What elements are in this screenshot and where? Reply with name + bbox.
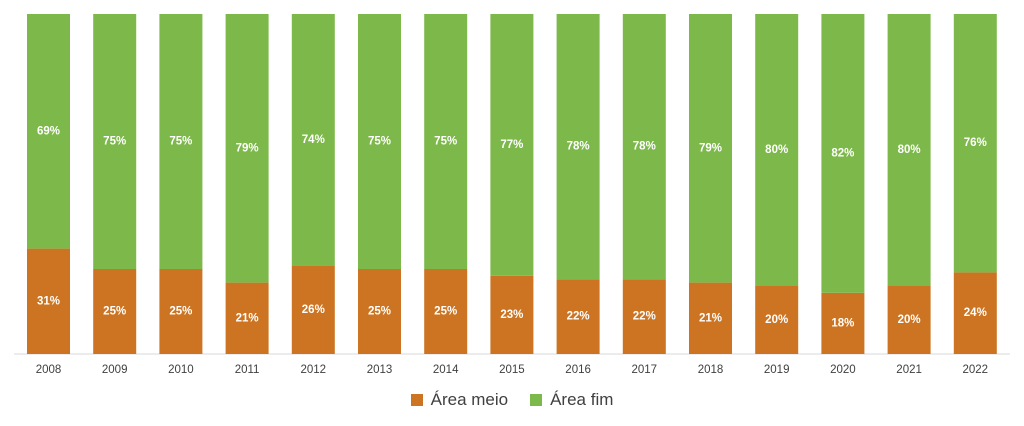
bar-area-meio-2012: [291, 265, 335, 354]
bar-area-meio-2010: [159, 269, 203, 354]
bar-area-meio-2009: [93, 269, 137, 354]
bar-area-meio-2019: [755, 286, 799, 354]
x-tick-2010: 2010: [168, 364, 194, 376]
bar-area-fim-2015: [490, 14, 534, 276]
data-label-area-fim-2022: 76%: [964, 137, 987, 149]
data-label-area-meio-2013: 25%: [368, 306, 391, 318]
bar-area-meio-2016: [556, 279, 600, 354]
x-tick-2019: 2019: [764, 364, 790, 376]
bar-area-meio-2021: [887, 286, 931, 354]
bar-area-fim-2020: [821, 14, 865, 293]
data-label-area-fim-2010: 75%: [169, 136, 192, 148]
data-label-area-fim-2018: 79%: [699, 142, 722, 154]
bar-area-fim-2008: [27, 14, 70, 249]
bar-area-fim-2022: [953, 14, 997, 273]
bar-area-meio-2014: [424, 269, 468, 354]
data-label-area-meio-2008: 31%: [37, 295, 60, 307]
data-label-area-meio-2020: 18%: [831, 317, 854, 329]
data-label-area-fim-2016: 78%: [567, 141, 590, 153]
bar-area-meio-2013: [358, 269, 401, 354]
x-tick-2018: 2018: [698, 364, 724, 376]
bar-area-fim-2019: [755, 14, 799, 286]
data-label-area-meio-2012: 26%: [302, 304, 325, 316]
data-label-area-meio-2010: 25%: [169, 306, 192, 318]
x-tick-2013: 2013: [367, 364, 393, 376]
legend-swatch-area-fim: [530, 394, 543, 406]
x-tick-labels: 2008 2009 2010 2011 2012 2013 2014 2015 2016 2017…: [36, 364, 988, 376]
data-label-area-fim-2009: 75%: [103, 136, 126, 148]
x-tick-2022: 2022: [963, 364, 989, 376]
data-label-area-fim-2008: 69%: [37, 125, 60, 137]
bar-area-meio-2020: [821, 292, 865, 354]
bar-area-fim-2011: [225, 14, 269, 283]
data-label-area-meio-2021: 20%: [898, 314, 921, 326]
x-tick-2017: 2017: [632, 364, 658, 376]
bar-area-meio-2015: [490, 275, 534, 354]
data-label-area-meio-2022: 24%: [964, 307, 987, 319]
x-tick-2012: 2012: [301, 364, 327, 376]
x-tick-2021: 2021: [896, 364, 922, 376]
data-label-area-meio-2015: 23%: [500, 309, 523, 321]
data-label-area-meio-2011: 21%: [236, 312, 259, 324]
data-label-area-meio-2016: 22%: [567, 311, 590, 323]
data-label-area-fim-2014: 75%: [434, 136, 457, 148]
x-tick-2009: 2009: [102, 364, 128, 376]
x-tick-2011: 2011: [235, 364, 260, 376]
bar-area-fim-2018: [689, 14, 732, 283]
data-label-area-fim-2019: 80%: [765, 144, 788, 156]
bars-group: 31% 69% 25% 75% 25% 75% 21% 79% 26% 74% 25% 75% 25% 7…: [27, 14, 997, 354]
data-label-area-fim-2011: 79%: [236, 142, 259, 154]
legend-item-area-meio: Área meio: [410, 390, 509, 410]
bar-area-fim-2021: [887, 14, 931, 286]
legend: Área meio Área fim: [0, 390, 1024, 410]
data-label-area-fim-2021: 80%: [898, 144, 921, 156]
data-label-area-fim-2013: 75%: [368, 136, 391, 148]
data-label-area-meio-2019: 20%: [765, 314, 788, 326]
data-label-area-meio-2009: 25%: [103, 306, 126, 318]
bar-area-meio-2017: [622, 279, 666, 354]
bar-area-fim-2016: [556, 14, 600, 280]
data-label-area-fim-2020: 82%: [831, 147, 854, 159]
bar-area-meio-2022: [953, 272, 997, 354]
legend-swatch-area-meio: [410, 394, 423, 406]
data-label-area-meio-2014: 25%: [434, 306, 457, 318]
data-label-area-meio-2017: 22%: [633, 311, 656, 323]
data-label-area-fim-2017: 78%: [633, 141, 656, 153]
bar-area-meio-2018: [689, 282, 732, 354]
data-label-area-fim-2012: 74%: [302, 134, 325, 146]
x-tick-2008: 2008: [36, 364, 62, 376]
legend-label-area-fim: Área fim: [550, 390, 614, 409]
legend-item-area-fim: Área fim: [530, 390, 613, 410]
bar-area-fim-2014: [424, 14, 468, 269]
x-tick-2020: 2020: [830, 364, 856, 376]
bar-area-fim-2012: [291, 14, 335, 266]
bar-area-meio-2011: [225, 282, 269, 354]
bar-area-fim-2009: [93, 14, 137, 269]
x-tick-2015: 2015: [499, 364, 525, 376]
data-label-area-fim-2015: 77%: [500, 139, 523, 151]
x-tick-2016: 2016: [565, 364, 591, 376]
bar-area-meio-2008: [27, 248, 70, 354]
data-label-area-meio-2018: 21%: [699, 312, 722, 324]
legend-label-area-meio: Área meio: [430, 390, 509, 409]
x-tick-2014: 2014: [433, 364, 459, 376]
bar-area-fim-2010: [159, 14, 203, 269]
bar-area-fim-2017: [622, 14, 666, 280]
bar-area-fim-2013: [358, 14, 401, 269]
